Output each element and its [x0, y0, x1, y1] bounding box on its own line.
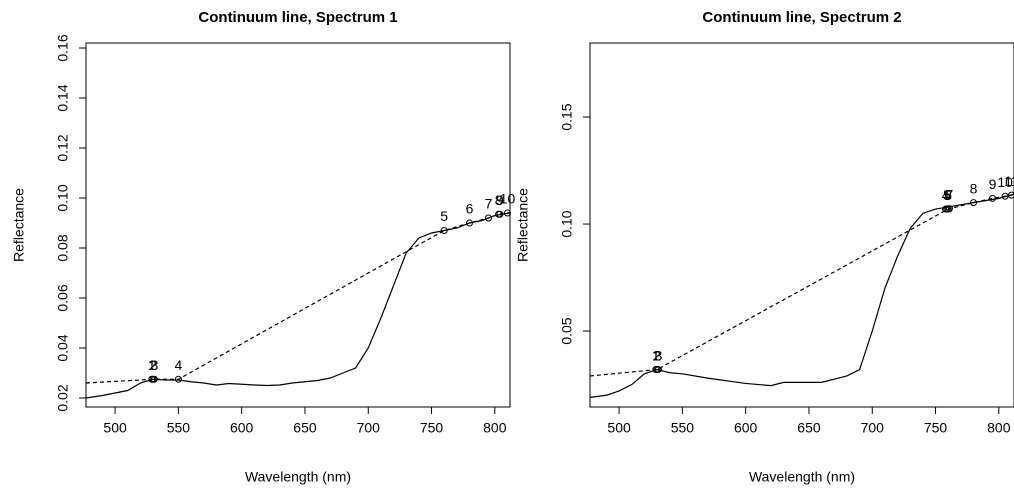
- y-tick-label: 0.02: [55, 384, 71, 411]
- x-axis-label: Wavelength (nm): [749, 469, 855, 485]
- chart-title: Continuum line, Spectrum 2: [702, 9, 901, 26]
- point-label: 10: [997, 174, 1013, 190]
- point-label: 4: [174, 357, 182, 373]
- point-label: 7: [485, 196, 493, 212]
- x-tick-label: 750: [924, 420, 948, 436]
- hull-point: [465, 219, 473, 227]
- x-tick-label: 750: [420, 420, 444, 436]
- hull-point: [440, 227, 448, 234]
- plot-frame: [85, 42, 511, 408]
- x-tick-label: 700: [357, 420, 381, 436]
- point-label: 8: [495, 192, 503, 208]
- y-tick-label: 0.05: [559, 317, 575, 344]
- point-label: 4: [942, 187, 950, 203]
- hull-point: [150, 375, 158, 383]
- point-label: 6: [944, 187, 952, 203]
- chart-title: Continuum line, Spectrum 1: [198, 9, 397, 26]
- point-label: 7: [946, 186, 954, 202]
- point-label: 10: [500, 191, 516, 207]
- point-label: 6: [466, 201, 474, 217]
- x-tick-label: 500: [103, 420, 127, 436]
- hull-point: [496, 210, 504, 218]
- x-axis-label: Wavelength (nm): [245, 469, 351, 485]
- x-tick-label: 600: [734, 420, 758, 436]
- point-label: 5: [943, 187, 951, 203]
- x-tick-label: 650: [293, 420, 317, 436]
- x-tick-label: 600: [230, 420, 254, 436]
- hull-point: [654, 366, 662, 374]
- continuum-line: [590, 193, 1014, 377]
- point-label: 3: [150, 357, 158, 373]
- hull-point: [945, 205, 953, 213]
- hull-point: [1007, 191, 1014, 199]
- point-label: 9: [989, 176, 997, 192]
- y-tick-label: 0.06: [55, 284, 71, 311]
- hull-point: [174, 375, 182, 383]
- hull-point: [988, 194, 996, 202]
- point-label: 8: [970, 180, 978, 196]
- y-tick-label: 0.10: [55, 184, 71, 211]
- x-tick-label: 550: [167, 420, 191, 436]
- point-label: 9: [496, 192, 504, 208]
- y-tick-label: 0.04: [55, 334, 71, 361]
- y-tick-label: 0.08: [55, 234, 71, 261]
- plot-frame: [589, 42, 1014, 408]
- continuum-line: [86, 211, 510, 384]
- y-tick-label: 0.14: [55, 84, 71, 111]
- y-axis-label: Reflectance: [11, 188, 27, 262]
- point-label: 2: [653, 347, 661, 363]
- y-axis-label: Reflectance: [515, 188, 531, 262]
- hull-point: [484, 214, 492, 222]
- x-tick-label: 500: [607, 420, 631, 436]
- point-label: 3: [654, 347, 662, 363]
- y-tick-label: 0.10: [559, 210, 575, 237]
- x-tick-label: 800: [483, 420, 507, 436]
- hull-point: [969, 199, 977, 207]
- y-tick-label: 0.12: [55, 134, 71, 161]
- point-label: 2: [149, 357, 157, 373]
- x-tick-label: 650: [797, 420, 821, 436]
- hull-point: [503, 209, 511, 217]
- spectrum-line: [590, 193, 1014, 398]
- point-label: 11: [1004, 173, 1014, 189]
- point-label: 5: [440, 208, 448, 224]
- x-tick-label: 550: [671, 420, 695, 436]
- x-tick-label: 700: [861, 420, 885, 436]
- x-tick-label: 800: [987, 420, 1011, 436]
- y-tick-label: 0.16: [55, 34, 71, 61]
- point-label: 1: [652, 347, 660, 363]
- y-tick-label: 0.15: [559, 103, 575, 130]
- point-label: 1: [148, 357, 156, 373]
